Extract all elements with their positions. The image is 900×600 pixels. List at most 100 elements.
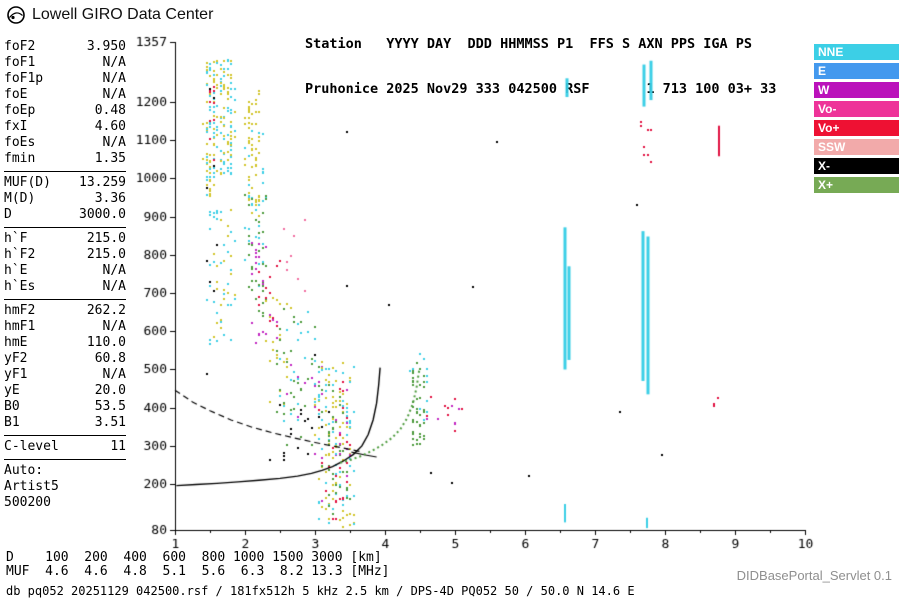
param-row-yf1: yF1 N/A xyxy=(4,367,126,383)
param-row-foes: foEs N/A xyxy=(4,135,126,151)
param-label: hmE xyxy=(4,335,28,350)
legend-item-vo-minus: Vo- xyxy=(814,101,899,117)
param-label: yF1 xyxy=(4,367,28,382)
param-row-fof2: foF2 3.950 xyxy=(4,39,126,55)
param-divider xyxy=(4,435,126,436)
param-label: fmin xyxy=(4,151,36,166)
param-value: 215.0 xyxy=(86,231,126,246)
param-label: foF2 xyxy=(4,39,36,54)
parameter-panel: foF2 3.950 foF1 N/A foF1p N/A foE N/A foEp 0.48 fx… xyxy=(4,39,126,511)
ionogram-plot xyxy=(125,36,815,566)
param-label: M(D) xyxy=(4,191,36,206)
param-value: N/A xyxy=(102,319,126,334)
legend-item-ssw: SSW xyxy=(814,139,899,155)
legend-item-e: E xyxy=(814,63,899,79)
param-value: 4.60 xyxy=(94,119,126,134)
echo-legend: NNE E W Vo- Vo+ SSW X- X+ xyxy=(814,44,899,196)
param-row-muf-d: MUF(D) 13.259 xyxy=(4,175,126,191)
param-row-hme: hmE 110.0 xyxy=(4,335,126,351)
param-value: 215.0 xyxy=(86,247,126,262)
param-value: N/A xyxy=(102,55,126,70)
param-row-foep: foEp 0.48 xyxy=(4,103,126,119)
param-label: hmF1 xyxy=(4,319,36,334)
auto-value-2: 500200 xyxy=(4,495,51,510)
param-row-fof1: foF1 N/A xyxy=(4,55,126,71)
lowell-giro-logo-icon xyxy=(6,5,26,25)
brand-title: Lowell GIRO Data Center xyxy=(32,6,214,23)
param-label: fxI xyxy=(4,119,28,134)
param-value: 1.35 xyxy=(94,151,126,166)
param-divider xyxy=(4,227,126,228)
param-divider xyxy=(4,299,126,300)
muf-distance-table: D 100 200 400 600 800 1000 1500 3000 [km… xyxy=(6,551,390,579)
param-label: B0 xyxy=(4,399,20,414)
param-label: h`E xyxy=(4,263,28,278)
param-row-fof1p: foF1p N/A xyxy=(4,71,126,87)
param-row-h-f2: h`F2 215.0 xyxy=(4,247,126,263)
param-label: C-level xyxy=(4,439,59,454)
param-value: 13.259 xyxy=(79,175,126,190)
param-value: N/A xyxy=(102,71,126,86)
legend-item-x-minus: X- xyxy=(814,158,899,174)
brand-header: Lowell GIRO Data Center xyxy=(6,5,213,25)
distance-values-row: D 100 200 400 600 800 1000 1500 3000 [km… xyxy=(6,550,382,565)
param-label: hmF2 xyxy=(4,303,36,318)
param-value: 3.36 xyxy=(94,191,126,206)
param-value: 3.51 xyxy=(94,415,126,430)
param-value: 3000.0 xyxy=(79,207,126,222)
param-row-c-level: C-level 11 xyxy=(4,439,126,455)
param-row-foe: foE N/A xyxy=(4,87,126,103)
param-row-fmin: fmin 1.35 xyxy=(4,151,126,167)
param-row-ye: yE 20.0 xyxy=(4,383,126,399)
param-value: 262.2 xyxy=(86,303,126,318)
param-value: 110.0 xyxy=(86,335,126,350)
param-row-fxi: fxI 4.60 xyxy=(4,119,126,135)
servlet-version-label: DIDBasePortal_Servlet 0.1 xyxy=(736,568,892,583)
param-divider xyxy=(4,171,126,172)
param-value: 3.950 xyxy=(86,39,126,54)
param-value: N/A xyxy=(102,279,126,294)
param-row-hmf1: hmF1 N/A xyxy=(4,319,126,335)
param-value: 11 xyxy=(110,439,126,454)
param-value: 20.0 xyxy=(94,383,126,398)
param-value: N/A xyxy=(102,263,126,278)
param-label: h`F xyxy=(4,231,28,246)
auto-value-1: Artist5 xyxy=(4,479,59,494)
param-value: N/A xyxy=(102,135,126,150)
param-label: foF1 xyxy=(4,55,36,70)
param-row-b0: B0 53.5 xyxy=(4,399,126,415)
legend-item-w: W xyxy=(814,82,899,98)
param-label: h`Es xyxy=(4,279,36,294)
muf-values-row: MUF 4.6 4.6 4.8 5.1 5.6 6.3 8.2 13.3 [MH… xyxy=(6,564,390,579)
param-label: yE xyxy=(4,383,20,398)
param-value: 60.8 xyxy=(94,351,126,366)
param-row-m-d: M(D) 3.36 xyxy=(4,191,126,207)
param-label: foF1p xyxy=(4,71,44,86)
auto-label: Auto: xyxy=(4,463,44,478)
param-row-hmf2: hmF2 262.2 xyxy=(4,303,126,319)
param-label: MUF(D) xyxy=(4,175,51,190)
legend-item-x-plus: X+ xyxy=(814,177,899,193)
param-row-yf2: yF2 60.8 xyxy=(4,351,126,367)
record-status-line: db pq052 20251129 042500.rsf / 181fx512h… xyxy=(6,584,635,598)
legend-item-vo-plus: Vo+ xyxy=(814,120,899,136)
param-value: N/A xyxy=(102,367,126,382)
legend-item-nne: NNE xyxy=(814,44,899,60)
param-value: 0.48 xyxy=(94,103,126,118)
param-row-h-f: h`F 215.0 xyxy=(4,231,126,247)
param-label: yF2 xyxy=(4,351,28,366)
param-label: h`F2 xyxy=(4,247,36,262)
param-divider xyxy=(4,459,126,460)
param-value: N/A xyxy=(102,87,126,102)
param-label: foEp xyxy=(4,103,36,118)
param-row-b1: B1 3.51 xyxy=(4,415,126,431)
param-row-h-es: h`Es N/A xyxy=(4,279,126,295)
param-row-h-e: h`E N/A xyxy=(4,263,126,279)
param-label: foEs xyxy=(4,135,36,150)
param-label: foE xyxy=(4,87,28,102)
param-value: 53.5 xyxy=(94,399,126,414)
param-label: D xyxy=(4,207,12,222)
param-row-d: D 3000.0 xyxy=(4,207,126,223)
param-label: B1 xyxy=(4,415,20,430)
